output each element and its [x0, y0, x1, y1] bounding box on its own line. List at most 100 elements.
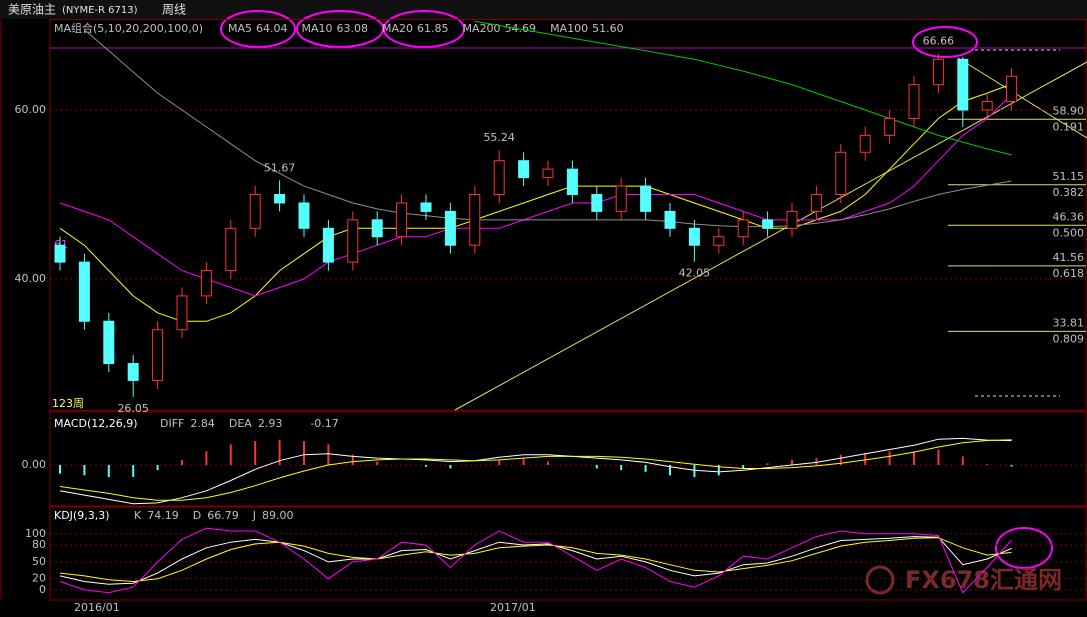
legend-value: 51.60 — [592, 22, 624, 35]
trend-line — [957, 57, 1087, 139]
legend-value: 64.04 — [256, 22, 288, 35]
candle-body — [518, 160, 530, 179]
fib-price: 51.15 — [1053, 170, 1085, 183]
watermark-logo — [865, 565, 895, 595]
candle-body — [810, 194, 822, 212]
ma-line — [59, 83, 1012, 322]
diff-line — [59, 437, 1012, 505]
y-tick-label: 0.00 — [22, 458, 47, 471]
candle-body — [127, 363, 139, 381]
candle-body — [371, 219, 383, 238]
candle-body — [347, 219, 359, 263]
ma-line — [59, 94, 1012, 297]
legend-name: MA20 — [382, 22, 413, 35]
candle-body — [200, 270, 212, 297]
candle-body — [591, 194, 603, 212]
candle-body — [566, 168, 578, 196]
legend-name: J — [252, 509, 256, 522]
kdj-title: KDJ(9,3,3) — [54, 509, 110, 522]
panel-frames — [0, 19, 1087, 601]
highlight-ellipses — [220, 10, 1053, 569]
y-tick-label: 60.00 — [15, 103, 47, 116]
candle-body — [664, 210, 676, 229]
legend-value: 54.69 — [505, 22, 537, 35]
legend-name: MA100 — [550, 22, 588, 35]
candle-body — [249, 194, 261, 229]
x-label: 2017/01 — [490, 601, 536, 614]
candle-body — [54, 244, 66, 263]
candle-body — [420, 202, 432, 212]
candle-body — [762, 219, 774, 229]
legend-name: DEA — [229, 417, 252, 430]
symbol: (NYME-R 6713) — [62, 5, 138, 16]
candle-body — [737, 219, 749, 238]
j-line — [59, 527, 1012, 594]
candle-body — [444, 210, 456, 246]
fib-price: 33.81 — [1053, 316, 1085, 329]
legend-value: 63.08 — [337, 22, 369, 35]
legend-value: 61.85 — [417, 22, 449, 35]
candle-body — [1006, 75, 1018, 103]
candle-body — [688, 227, 700, 246]
y-tick-label: 50 — [32, 555, 46, 568]
legend-value: 2.84 — [190, 417, 215, 430]
candle-body — [640, 185, 652, 212]
candle-body — [225, 227, 237, 272]
y-tick-label: 20 — [32, 572, 46, 585]
candle-body — [908, 84, 920, 119]
period-count: 123周 — [52, 397, 84, 410]
candle-body — [615, 185, 627, 212]
legend-name: D — [193, 509, 201, 522]
candle-body — [957, 58, 969, 111]
price-annotation: 26.05 — [117, 402, 149, 415]
fib-price: 41.56 — [1053, 251, 1085, 264]
fib-ratio: 0.618 — [1053, 267, 1085, 280]
d-line — [59, 537, 1012, 583]
legend-name: MA5 — [228, 22, 252, 35]
legend-value: 89.00 — [262, 509, 294, 522]
watermark: FX678汇通网 — [905, 566, 1062, 594]
y-tick-label: 100 — [25, 527, 46, 540]
fib-ratio: 0.191 — [1053, 120, 1085, 133]
ma-line — [84, 29, 1012, 228]
dea-line — [59, 439, 1012, 501]
k-line — [59, 536, 1012, 585]
candle-body — [835, 151, 847, 196]
candle-body — [932, 58, 944, 86]
legend-name: MA200 — [463, 22, 501, 35]
candle-body — [713, 236, 725, 246]
ma-group: MA组合(5,10,20,200,100,0) — [54, 21, 203, 35]
period: 周线 — [162, 3, 186, 17]
legend-value: 2.93 — [258, 417, 283, 430]
price-annotation: 51.67 — [264, 161, 296, 174]
price-annotation: 42.05 — [679, 267, 711, 280]
ma-line — [474, 20, 1012, 156]
fib-price: 58.90 — [1053, 104, 1085, 117]
candle-body — [298, 202, 310, 229]
y-tick-label: 0 — [39, 583, 46, 596]
candle-body — [152, 329, 164, 381]
legend-value: 74.19 — [147, 509, 179, 522]
candle-body — [859, 134, 871, 153]
candle-body — [396, 202, 408, 238]
candle-body — [786, 210, 798, 229]
trend-line — [454, 61, 1087, 411]
candle-body — [78, 261, 90, 322]
legend-name: K — [134, 509, 142, 522]
legend-name: MA10 — [302, 22, 333, 35]
candle-body — [981, 101, 993, 111]
price-annotation: 55.24 — [483, 131, 515, 144]
price-annotation: 66.66 — [923, 35, 955, 48]
candle-body — [103, 320, 115, 365]
candle-body — [884, 117, 896, 136]
candle-body — [469, 194, 481, 246]
candle-body — [176, 295, 188, 331]
legend-value: 66.79 — [207, 509, 239, 522]
candle-body — [542, 168, 554, 179]
candle-body — [274, 194, 286, 204]
candle-body — [493, 160, 505, 196]
fib-ratio: 0.809 — [1053, 332, 1085, 345]
y-tick-label: 80 — [32, 538, 46, 551]
